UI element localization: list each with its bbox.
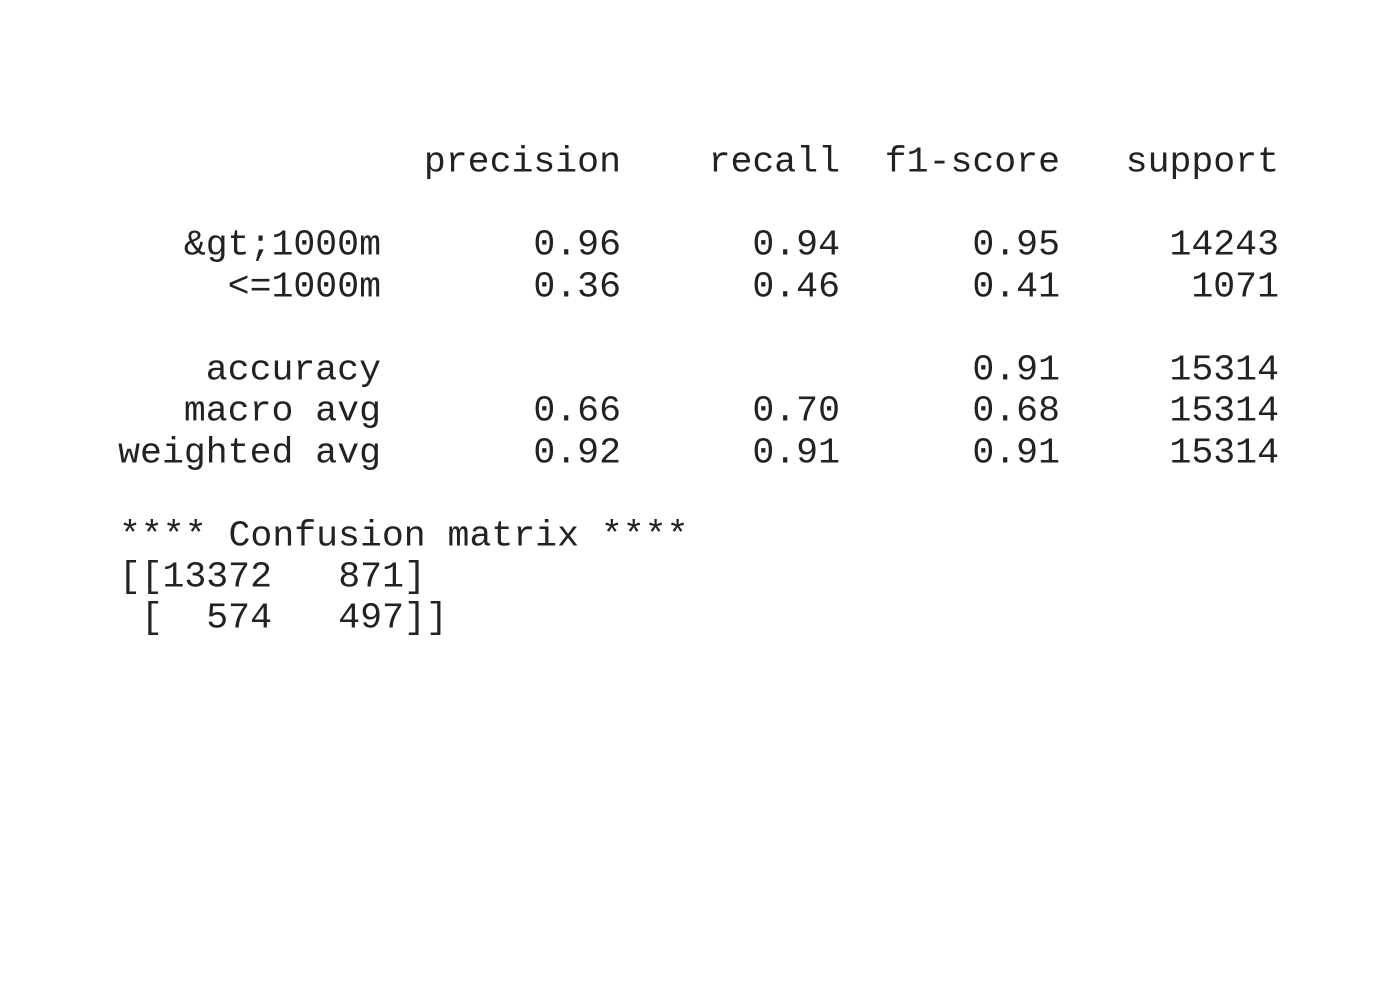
confusion-title: **** Confusion matrix ****: [119, 516, 689, 557]
cell: 0.46: [752, 267, 840, 308]
accuracy-row: accuracy 0.91 15314: [206, 350, 1279, 391]
bracket: ]: [404, 557, 426, 598]
cell: 0.94: [752, 225, 840, 266]
cell: 0.95: [972, 225, 1060, 266]
cell: 0.96: [533, 225, 621, 266]
column-header: recall: [709, 142, 840, 183]
bracket: ]]: [404, 598, 448, 639]
cell: 15314: [1169, 391, 1279, 432]
matrix-cell: 13372: [162, 557, 272, 598]
cell: 15314: [1169, 350, 1279, 391]
matrix-cell: 497: [338, 598, 404, 639]
cell: 0.91: [752, 433, 840, 474]
matrix-cell: 574: [206, 598, 272, 639]
header-row: precision recall f1-score support: [424, 142, 1279, 183]
report-rows: &gt;1000m 0.96 0.94 0.95 14243 <=1000m 0.36 0.4…: [118, 225, 1279, 474]
matrix-cell: 871: [338, 557, 404, 598]
cell: 0.36: [533, 267, 621, 308]
row-label: weighted avg: [118, 433, 381, 474]
bracket: [: [141, 598, 163, 639]
cell: 0.91: [972, 350, 1060, 391]
cell: 14243: [1169, 225, 1279, 266]
cell: 0.68: [972, 391, 1060, 432]
cell: 0.92: [533, 433, 621, 474]
cell: 15314: [1169, 433, 1279, 474]
row-label: macro avg: [184, 391, 381, 432]
cell: 1071: [1191, 267, 1279, 308]
row-label: accuracy: [206, 350, 381, 391]
cell: 0.66: [533, 391, 621, 432]
cell: 0.70: [752, 391, 840, 432]
column-header: support: [1126, 142, 1279, 183]
row-label: <=1000m: [228, 267, 381, 308]
column-header: f1-score: [885, 142, 1060, 183]
bracket: [[: [119, 557, 163, 598]
cell: 0.41: [972, 267, 1060, 308]
row-label: &gt;1000m: [184, 225, 381, 266]
cell: 0.91: [972, 433, 1060, 474]
confusion-matrix: [[ 13372 871 ] [ 574 497 ]]: [119, 557, 448, 639]
column-header: precision: [424, 142, 621, 183]
